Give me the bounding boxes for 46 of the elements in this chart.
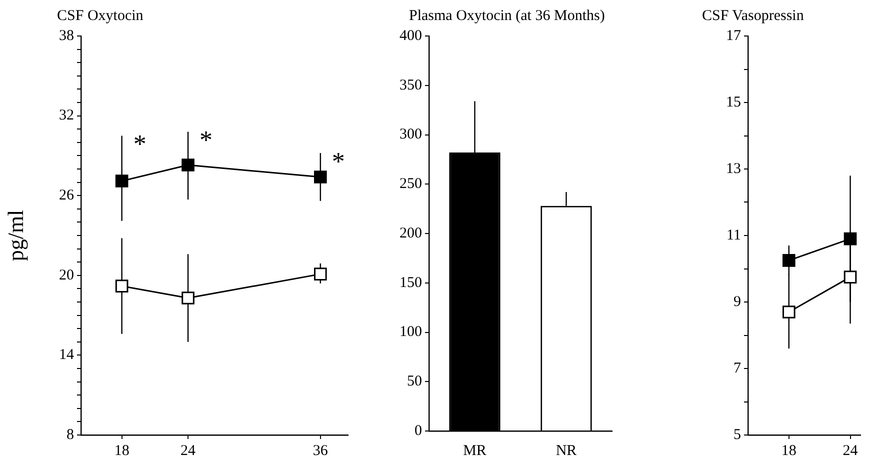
point	[844, 270, 857, 284]
y-tick-label: 32	[59, 108, 74, 124]
y-tick-label: 14	[59, 347, 74, 364]
y-tick-label: 400	[400, 28, 422, 44]
y-tick-label: 7	[734, 360, 742, 376]
chart-title: Plasma Oxytocin (at 36 Months)	[409, 8, 605, 25]
chart-title: CSF Oxytocin	[57, 8, 144, 25]
y-tick-label: 50	[407, 374, 422, 390]
y-tick-label: 13	[726, 160, 741, 177]
x-tick-label: 36	[312, 442, 328, 459]
y-tick-label: 200	[400, 225, 422, 242]
point	[182, 158, 194, 172]
y-tick-label: 38	[59, 28, 74, 44]
point	[314, 268, 327, 280]
y-axis-title: pg/ml	[2, 210, 28, 262]
y-tick-label: 11	[726, 227, 741, 244]
point	[314, 170, 327, 184]
point	[115, 174, 128, 188]
y-tick-label: 100	[400, 324, 422, 340]
chart-title: CSF Vasopressin	[702, 8, 804, 25]
y-tick-label: 350	[400, 77, 422, 94]
y-tick-label: 17	[726, 28, 742, 44]
point	[115, 280, 128, 292]
y-tick-label: 26	[59, 188, 74, 204]
y-tick-label: 0	[414, 422, 422, 439]
y-tick-label: 5	[734, 426, 741, 443]
x-tick-label: 24	[842, 442, 858, 459]
y-tick-label: 15	[726, 94, 741, 110]
point	[782, 254, 796, 267]
y-tick-label: 8	[66, 426, 74, 443]
point	[182, 292, 194, 304]
y-tick-label: 250	[400, 176, 422, 192]
x-tick-label: MR	[463, 442, 486, 459]
point	[782, 306, 796, 318]
x-tick-label: 18	[114, 442, 130, 459]
y-tick-label: 300	[400, 126, 422, 143]
point	[844, 232, 857, 246]
y-tick-label: 150	[400, 274, 422, 291]
y-tick-label: 20	[59, 267, 74, 284]
y-tick-label: 9	[734, 294, 741, 310]
annotation: *	[200, 126, 213, 155]
annotation: *	[133, 130, 146, 159]
x-tick-label: NR	[556, 442, 577, 459]
x-tick-label: 24	[180, 442, 196, 459]
annotation: *	[332, 146, 345, 176]
x-tick-label: 18	[781, 442, 796, 459]
